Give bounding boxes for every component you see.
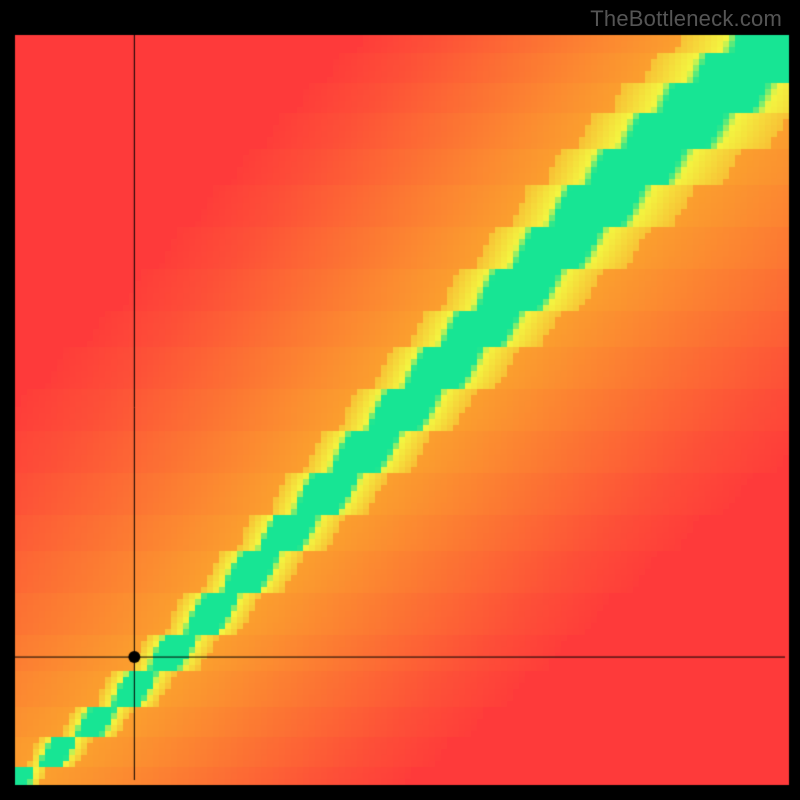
heatmap-canvas <box>0 0 800 800</box>
chart-container: TheBottleneck.com <box>0 0 800 800</box>
watermark-text: TheBottleneck.com <box>590 6 782 32</box>
